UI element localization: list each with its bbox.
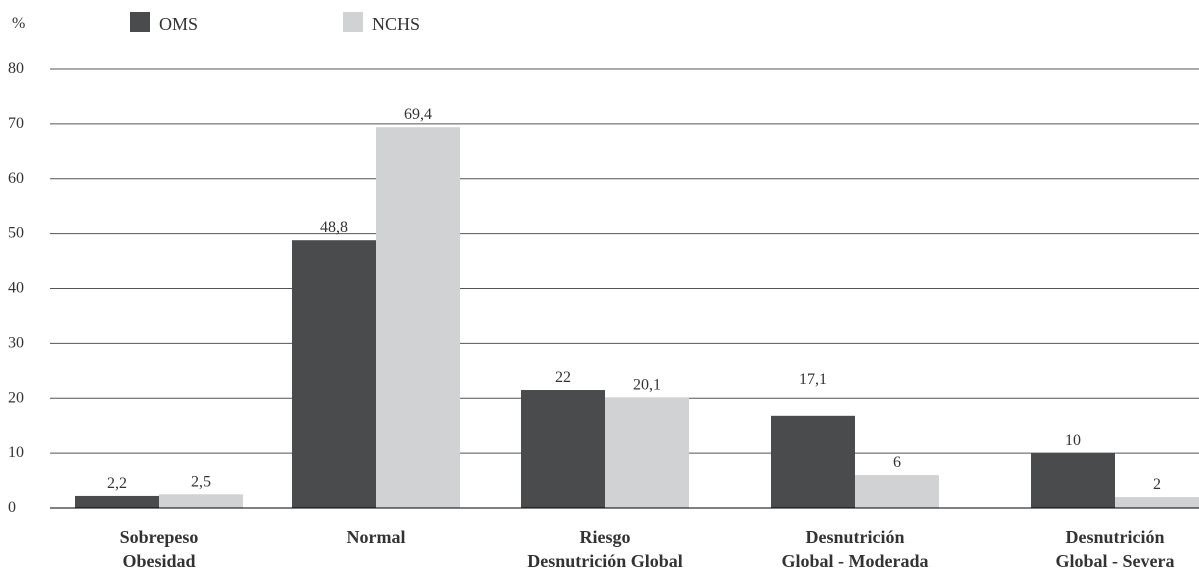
legend-swatch-nchs [343, 12, 363, 32]
bar-nchs [1115, 497, 1199, 508]
x-tick-label: Desnutrición Global [527, 551, 683, 571]
y-axis-ticks: 0 10 20 30 40 50 60 70 80 [8, 60, 24, 516]
legend-label-nchs: NCHS [372, 14, 420, 34]
x-tick-label: Desnutrición [1066, 527, 1165, 547]
x-tick-label: Obesidad [122, 551, 195, 571]
x-tick-label: Global - Severa [1056, 551, 1175, 571]
y-tick-label: 20 [8, 389, 24, 406]
bar-value-label: 2 [1153, 476, 1161, 493]
bar-value-label: 20,1 [633, 377, 661, 394]
bar-oms [75, 495, 159, 508]
y-tick-label: 70 [8, 115, 24, 132]
bar-nchs [376, 127, 460, 508]
bar-value-label: 2,5 [191, 473, 211, 490]
bar-nchs [159, 494, 243, 508]
y-tick-label: 40 [8, 280, 24, 297]
y-tick-label: 60 [8, 170, 24, 187]
bar-value-label: 48,8 [320, 219, 348, 236]
x-axis-labels: Sobrepeso Obesidad Normal Riesgo Desnutrició… [120, 527, 1175, 571]
y-axis-label: % [12, 15, 25, 32]
y-tick-label: 10 [8, 444, 24, 461]
bar-oms [521, 390, 605, 508]
x-tick-label: Riesgo [580, 527, 631, 547]
y-tick-label: 80 [8, 60, 24, 77]
bars [75, 127, 1199, 508]
bar-oms [292, 240, 376, 508]
bar-value-label: 69,4 [404, 106, 432, 123]
y-tick-label: 0 [8, 499, 16, 516]
bar-nchs [855, 475, 939, 508]
bar-value-label: 6 [893, 454, 901, 471]
bar-oms [771, 415, 855, 508]
bar-oms [1031, 453, 1115, 508]
bar-value-label: 22 [555, 369, 571, 386]
bar-nchs [605, 397, 689, 508]
y-tick-label: 50 [8, 225, 24, 242]
legend-swatch-oms [130, 12, 150, 32]
bar-value-label: 17,1 [799, 371, 827, 388]
bar-value-labels: 2,2 2,5 48,8 69,4 22 20,1 17,1 6 10 2 [107, 106, 1161, 493]
bar-value-label: 10 [1065, 432, 1081, 449]
bar-value-label: 2,2 [107, 475, 127, 492]
legend: OMS NCHS [130, 12, 420, 34]
legend-label-oms: OMS [159, 14, 198, 34]
gridlines [50, 68, 1199, 454]
x-tick-label: Desnutrición [806, 527, 905, 547]
y-tick-label: 30 [8, 334, 24, 351]
x-tick-label: Global - Moderada [782, 551, 929, 571]
x-tick-label: Normal [347, 527, 406, 547]
x-tick-label: Sobrepeso [120, 527, 199, 547]
